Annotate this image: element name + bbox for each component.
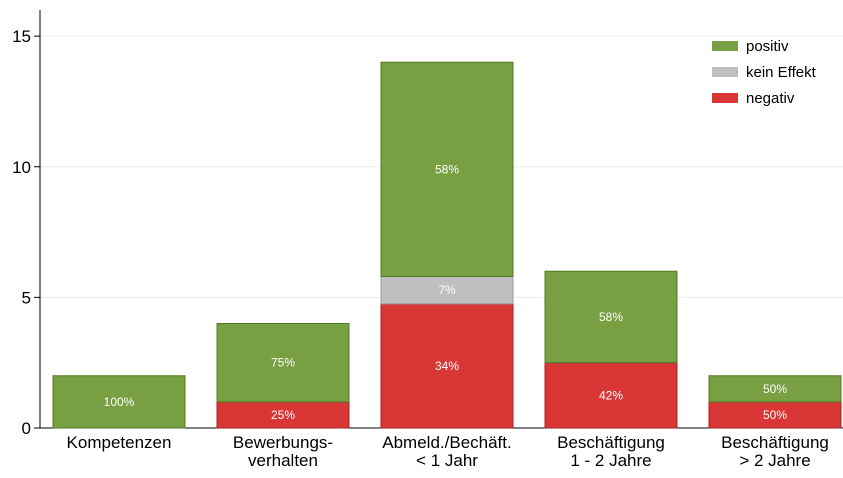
- bar-segment: [380, 61, 514, 277]
- value-label: 50%: [763, 408, 787, 422]
- x-tick-label: Bewerbungs-verhalten: [233, 433, 333, 470]
- x-tick-label: Kompetenzen: [67, 433, 172, 452]
- legend-swatch: [712, 93, 738, 103]
- y-tick-label: 5: [22, 288, 31, 307]
- legend-label: kein Effekt: [746, 64, 817, 81]
- bar-segment: [216, 401, 350, 429]
- value-label: 42%: [599, 388, 623, 402]
- value-label: 50%: [763, 382, 787, 396]
- value-label: 34%: [435, 359, 459, 373]
- value-label: 7%: [438, 283, 456, 297]
- y-tick-label: 15: [12, 27, 31, 46]
- value-label: 25%: [271, 408, 295, 422]
- value-label: 75%: [271, 356, 295, 370]
- bar-segment: [708, 375, 842, 403]
- legend-label: positiv: [746, 38, 789, 55]
- y-tick-label: 10: [12, 158, 31, 177]
- bar-segment: [52, 375, 186, 429]
- value-label: 100%: [104, 395, 135, 409]
- legend-swatch: [712, 67, 738, 77]
- x-tick-label: Beschäftigung 1 - 2 Jahre: [557, 433, 665, 470]
- bar-segment: [380, 303, 514, 429]
- x-tick-label: Abmeld./Bechäft. < 1 Jahr: [382, 433, 511, 470]
- x-tick-label: Beschäftigung > 2 Jahre: [721, 433, 829, 470]
- bar-segment: [544, 270, 678, 364]
- value-label: 58%: [599, 310, 623, 324]
- bar-segment: [708, 401, 842, 429]
- legend-swatch: [712, 41, 738, 51]
- bar-segment: [216, 323, 350, 403]
- y-tick-label: 0: [22, 419, 31, 438]
- legend-label: negativ: [746, 90, 795, 107]
- value-label: 58%: [435, 162, 459, 176]
